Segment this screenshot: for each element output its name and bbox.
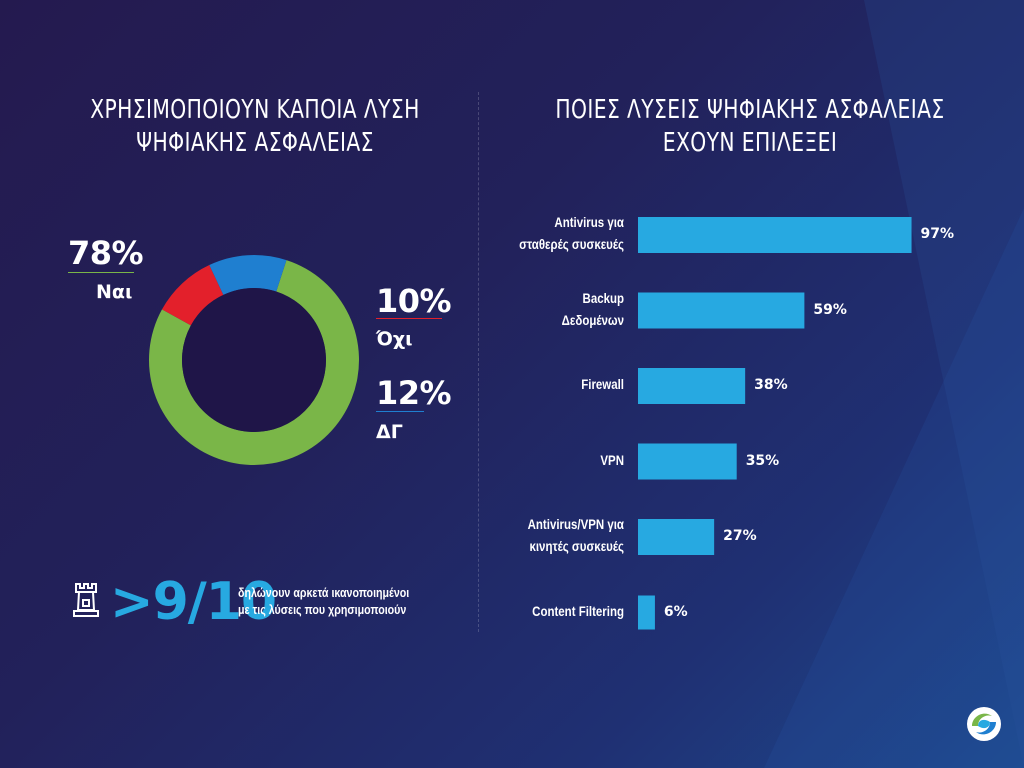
slice-dk-percent: 12% <box>376 374 452 412</box>
bar-category-line: σταθερές συσκευές <box>519 236 624 252</box>
company-logo <box>967 707 1001 741</box>
slice-dk-label: ΔΓ <box>376 421 403 443</box>
background-facet <box>764 208 1024 768</box>
satisfaction-text: δηλώνουν αρκετά ικανοποιημένοι με τις λύ… <box>238 584 435 618</box>
slice-yes-label: Ναι <box>96 281 133 303</box>
bar-value-label: 38% <box>754 377 788 393</box>
bar <box>638 519 715 555</box>
bar-category-line: Δεδομένων <box>561 311 624 328</box>
bar-category-line: VPN <box>600 451 624 468</box>
donut-title-line: ΧΡΗΣΙΜΟΠΟΙΟΥΝ ΚΑΠΟΙΑ ΛΥΣΗ <box>90 95 420 125</box>
slice-no-percent: 10% <box>376 282 452 320</box>
slice-no-label: Όχι <box>376 328 413 350</box>
bar <box>638 292 805 329</box>
bar-category-label: Firewall <box>411 373 624 395</box>
donut-slice-yes <box>149 260 359 465</box>
bar <box>638 217 912 253</box>
bar-value-label: 6% <box>663 603 688 620</box>
bar-chart-title: ΠΟΙΕΣ ΛΥΣΕΙΣ ΨΗΦΙΑΚΗΣ ΑΣΦΑΛΕΙΑΣ ΕΧΟΥΝ ΕΠ… <box>532 94 969 160</box>
satisfaction-text-line: δηλώνουν αρκετά ικανοποιημένοι <box>238 585 410 600</box>
bar-title-line: ΠΟΙΕΣ ΛΥΣΕΙΣ ΨΗΦΙΑΚΗΣ ΑΣΦΑΛΕΙΑΣ <box>555 95 945 125</box>
bar-value-label: 97% <box>920 226 955 242</box>
background-facet <box>864 0 1024 768</box>
satisfaction-stat: >9/10 <box>110 572 277 632</box>
bar-category-label: Antivirus/VPN για κινητές συσκευές <box>411 513 624 557</box>
bar-category-line: Content Filtering <box>532 602 624 619</box>
donut-slice-no <box>161 264 224 326</box>
section-divider <box>478 92 479 632</box>
bar-category-label: Antivirus για σταθερές συσκευές <box>411 211 624 255</box>
bar <box>638 368 746 404</box>
bar-title-line: ΕΧΟΥΝ ΕΠΙΛΕΞΕΙ <box>662 128 838 158</box>
bar-category-line: Backup <box>582 289 624 306</box>
bar <box>638 595 655 630</box>
bar-category-label: VPN <box>411 449 624 471</box>
bar <box>638 443 737 480</box>
slice-no-rule <box>376 318 442 319</box>
satisfaction-text-line: με τις λύσεις που χρησιμοποιούν <box>238 602 407 617</box>
slice-yes-rule <box>68 272 134 273</box>
donut-title-line: ΨΗΦΙΑΚΗΣ ΑΣΦΑΛΕΙΑΣ <box>136 128 374 158</box>
bar-value-label: 35% <box>745 452 780 469</box>
bar-category-line: Antivirus για <box>554 214 624 230</box>
donut-hole <box>182 288 326 432</box>
bar-category-label: Backup Δεδομένων <box>411 287 624 331</box>
slice-dk-rule <box>376 411 424 412</box>
donut-slice-dk <box>209 255 287 295</box>
bar-category-line: Antivirus/VPN για <box>527 516 624 532</box>
rook-icon <box>73 583 99 617</box>
bar-category-label: Content Filtering <box>411 600 624 622</box>
bar-category-line: Firewall <box>581 376 624 392</box>
bar-value-label: 59% <box>813 301 847 318</box>
slice-yes-percent: 78% <box>68 234 144 272</box>
bar-category-line: κινητές συσκευές <box>529 538 624 554</box>
donut-chart-title: ΧΡΗΣΙΜΟΠΟΙΟΥΝ ΚΑΠΟΙΑ ΛΥΣΗ ΨΗΦΙΑΚΗΣ ΑΣΦΑΛ… <box>72 94 439 160</box>
bar-value-label: 27% <box>723 528 757 544</box>
